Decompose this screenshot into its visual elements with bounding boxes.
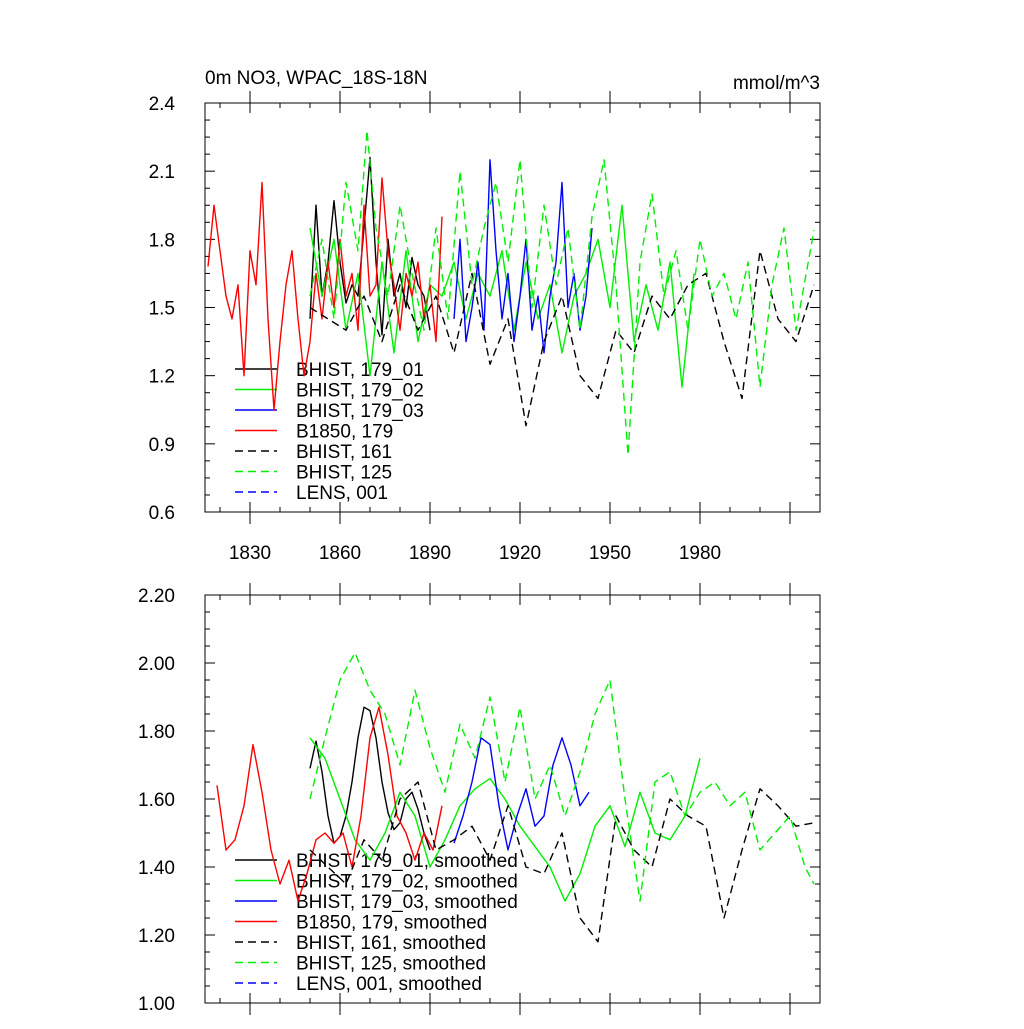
y-tick-label: 0.9	[149, 435, 175, 456]
x-tick-label: 1890	[409, 543, 451, 564]
series-line	[309, 652, 815, 902]
legend-label: LENS, 001, smoothed	[296, 974, 482, 995]
y-tick-label: 1.8	[149, 230, 175, 251]
legend-label: BHIST, 179_02, smoothed	[296, 872, 518, 893]
legend-label: BHIST, 179_03	[296, 401, 424, 422]
series-line	[207, 177, 443, 411]
series-line	[216, 706, 443, 902]
series-line	[453, 159, 593, 354]
legend-label: BHIST, 161	[296, 442, 392, 463]
panel-2: 1.00 1.20 1.40 1.60 1.80 2.00 2.20 BHIST, 179_0…	[138, 583, 821, 1015]
legend-label: BHIST, 125	[296, 463, 392, 484]
legend-label: BHIST, 179_01	[296, 360, 424, 381]
legend-label: B1850, 179, smoothed	[296, 913, 487, 934]
series-line	[309, 781, 815, 943]
chart-units: mmol/m^3	[733, 73, 820, 94]
y-tick-label: 1.00	[138, 994, 175, 1015]
y-tick-label: 1.60	[138, 790, 175, 811]
y-tick-label: 1.80	[138, 722, 175, 743]
y-tick-label: 1.40	[138, 858, 175, 879]
y-tick-label: 2.00	[138, 654, 175, 675]
y-tick-label: 0.6	[149, 503, 175, 524]
legend-label: B1850, 179	[296, 422, 393, 443]
legend-label: BHIST, 125, smoothed	[296, 954, 486, 975]
x-tick-label: 1980	[679, 543, 721, 564]
x-tick-label: 1950	[589, 543, 631, 564]
chart-title: 0m NO3, WPAC_18S-18N	[205, 68, 427, 89]
x-tick-label: 1920	[499, 543, 541, 564]
series-line	[309, 204, 695, 388]
series-line	[309, 706, 431, 851]
legend-label: BHIST, 179_03, smoothed	[296, 892, 518, 913]
series-line	[309, 156, 431, 336]
y-tick-label: 2.4	[149, 94, 176, 115]
series-line	[309, 249, 815, 427]
x-tick-label: 1830	[229, 543, 271, 564]
series-line	[453, 737, 590, 851]
legend-label: BHIST, 161, smoothed	[296, 933, 486, 954]
legend-label: LENS, 001	[296, 483, 388, 504]
y-tick-label: 2.20	[138, 586, 175, 607]
y-tick-label: 1.2	[149, 367, 175, 388]
series-line	[309, 129, 815, 456]
y-tick-label: 1.5	[149, 299, 175, 320]
y-tick-label: 2.1	[149, 162, 175, 183]
x-tick-label: 1860	[319, 543, 361, 564]
legend-label: BHIST, 179_02	[296, 381, 424, 402]
y-tick-label: 1.20	[138, 926, 175, 947]
series-line	[309, 737, 701, 902]
panel-1: 0.6 0.9 1.2 1.5 1.8 2.1 2.4 1830 1860 1890 1920 195…	[149, 68, 821, 564]
